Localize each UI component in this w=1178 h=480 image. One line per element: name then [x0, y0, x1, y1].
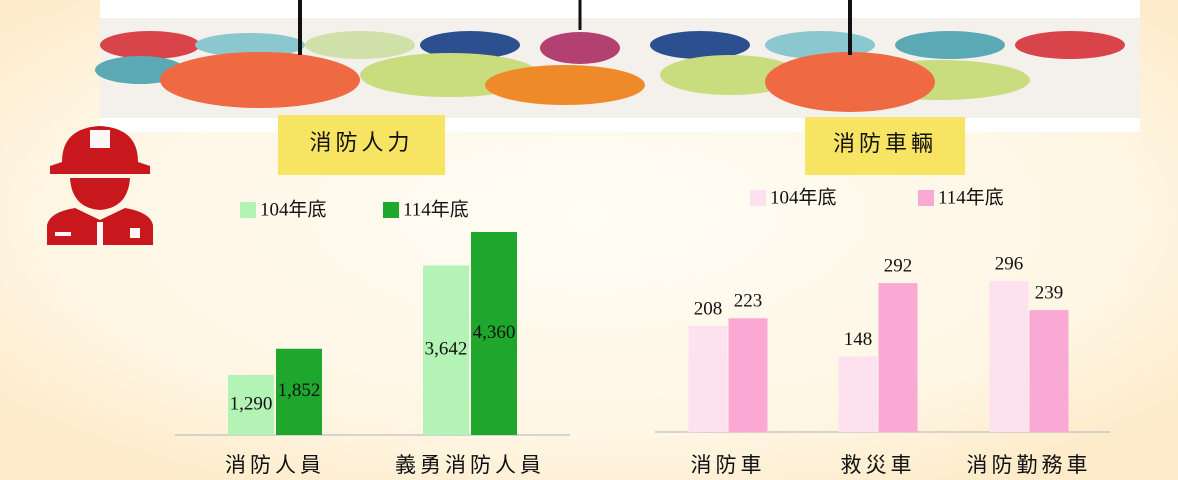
chart-title: 消防車輛	[833, 131, 937, 156]
value-label: 239	[1035, 282, 1064, 303]
legend-label: 104年底	[260, 198, 327, 220]
legend-swatch	[918, 190, 934, 206]
bar	[276, 348, 322, 435]
charts: 消防人力 104年底 1,290 3,642 114年底 1,852 4,360 消防人員 義勇…	[175, 115, 1110, 477]
x-tick-label: 消防勤務車	[967, 453, 1092, 477]
value-label: 148	[844, 329, 873, 350]
bar	[228, 374, 274, 435]
bar	[878, 283, 918, 432]
value-label: 223	[734, 291, 763, 312]
value-label: 292	[884, 255, 913, 276]
bar	[471, 232, 517, 435]
legend-swatch	[240, 202, 256, 218]
bar	[688, 325, 728, 432]
banner	[95, 0, 1140, 132]
bar	[728, 318, 768, 432]
title-box	[805, 117, 965, 175]
x-tick-label: 消防車	[691, 453, 766, 477]
legend-label: 104年底	[770, 186, 837, 208]
legend-label: 114年底	[403, 198, 469, 220]
x-tick-label: 義勇消防人員	[395, 453, 545, 477]
chart-title: 消防人力	[309, 130, 413, 155]
x-tick-label: 救災車	[841, 453, 916, 477]
legend-swatch	[750, 190, 766, 206]
value-label: 208	[694, 298, 723, 319]
legend-swatch	[383, 202, 399, 218]
firefighter-icon	[47, 126, 153, 245]
value-label: 1,852	[278, 380, 321, 401]
value-label: 3,642	[425, 339, 468, 360]
bar	[423, 265, 469, 435]
legend-label: 114年底	[938, 186, 1004, 208]
x-tick-label: 消防人員	[225, 453, 325, 477]
value-label: 296	[995, 253, 1024, 274]
bar	[838, 356, 878, 432]
bar	[1029, 310, 1069, 432]
value-label: 1,290	[230, 393, 273, 414]
value-label: 4,360	[473, 322, 516, 343]
bar	[989, 281, 1029, 432]
title-box	[278, 115, 445, 175]
